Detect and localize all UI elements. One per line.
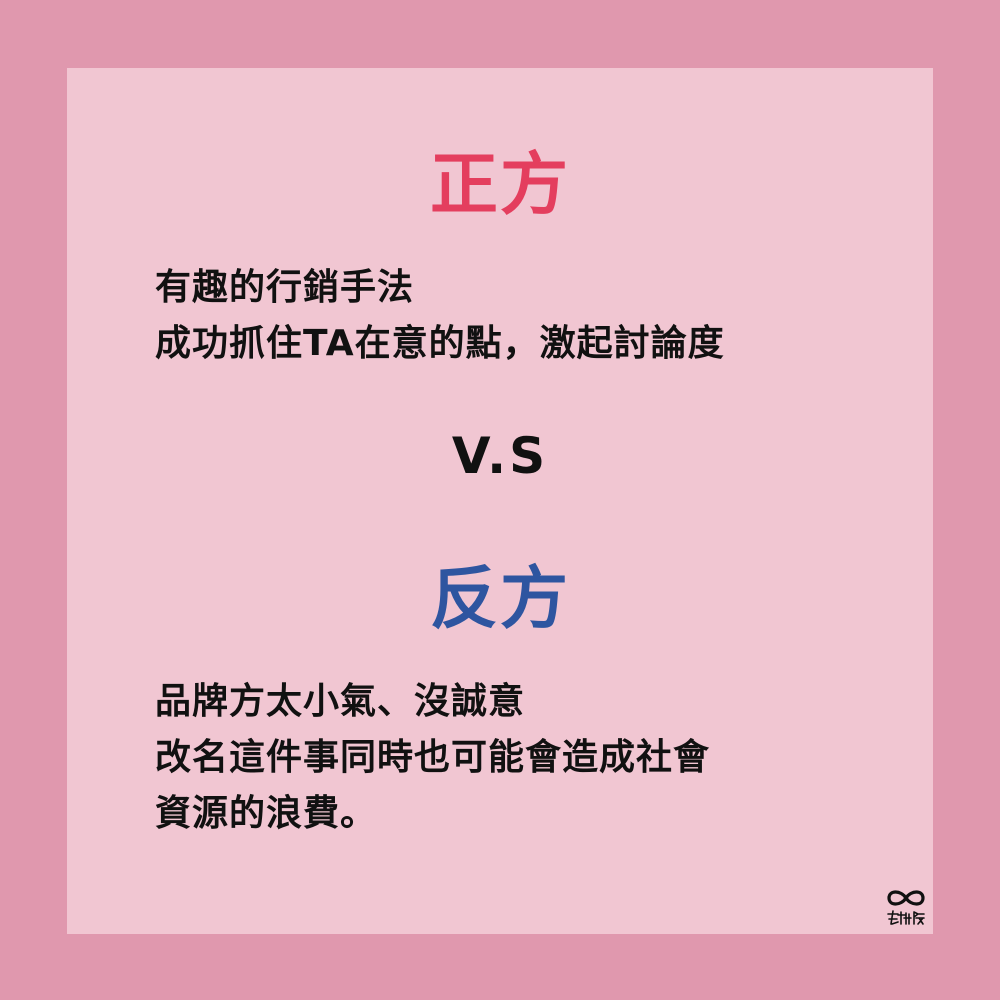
versus-label: V.S [451, 427, 549, 485]
infinity-icon [887, 890, 925, 906]
pro-line-1: 有趣的行銷手法 [155, 267, 415, 308]
brand-logo [887, 890, 925, 925]
content-card: 正方 有趣的行銷手法 成功抓住TA在意的點，激起討論度 V.S 反方 品牌方太小… [67, 68, 933, 934]
pro-heading: 正方 [429, 146, 570, 225]
con-line-2: 改名這件事同時也可能會造成社會 [155, 737, 711, 778]
con-line-3: 資源的浪費。 [155, 793, 378, 834]
con-heading: 反方 [429, 560, 570, 639]
pro-line-2: 成功抓住TA在意的點，激起討論度 [155, 323, 725, 364]
con-text-block: 品牌方太小氣、沒誠意 改名這件事同時也可能會造成社會 資源的浪費。 [155, 674, 915, 842]
con-line-1: 品牌方太小氣、沒誠意 [155, 681, 526, 722]
pro-text-block: 有趣的行銷手法 成功抓住TA在意的點，激起討論度 [155, 260, 915, 372]
logo-wordmark [887, 910, 925, 925]
